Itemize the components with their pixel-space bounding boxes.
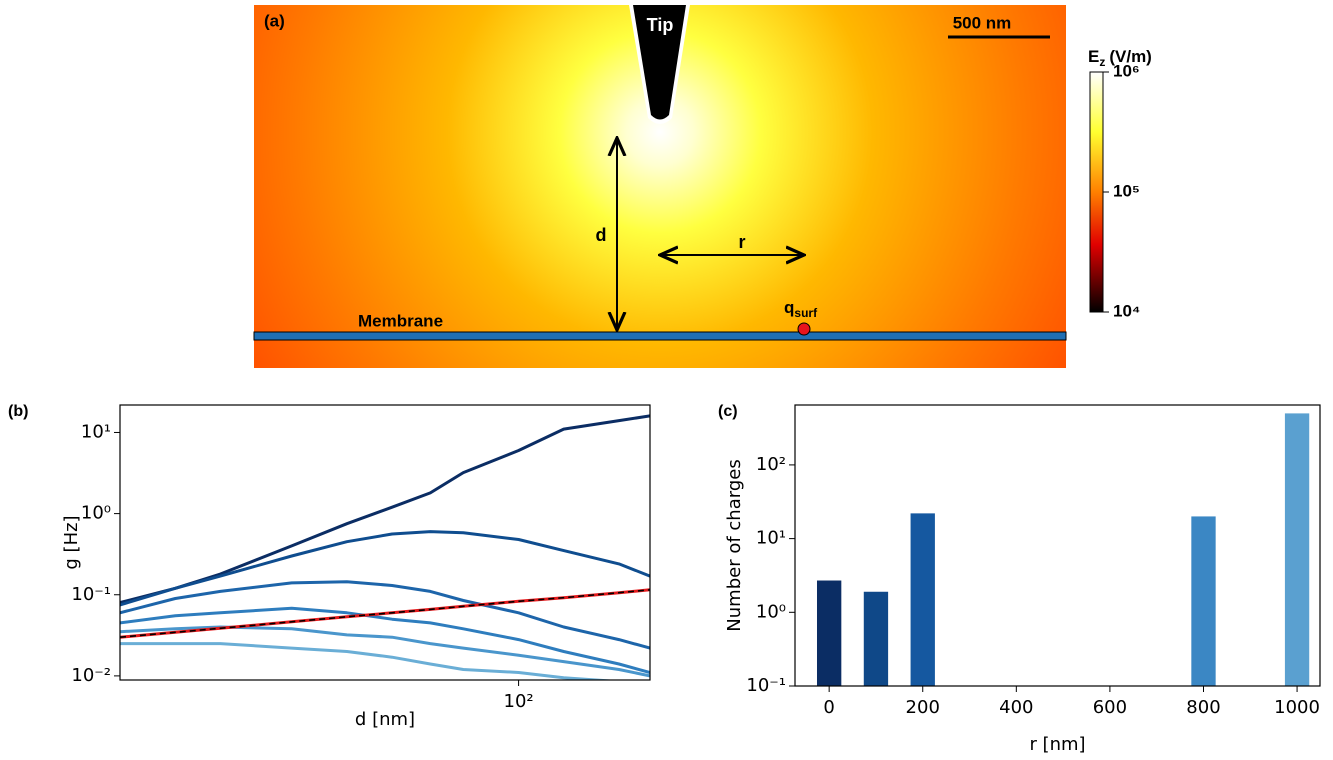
data-line — [120, 606, 650, 674]
y-axis-label: Number of charges — [724, 459, 745, 631]
bar — [816, 580, 842, 686]
x-tick-label: 600 — [1093, 697, 1127, 718]
colorbar-tick-label: 10⁶ — [1113, 61, 1140, 80]
bar — [1191, 516, 1216, 686]
charge-main: q — [784, 298, 794, 317]
tip — [633, 5, 686, 120]
axes-frame — [119, 404, 651, 681]
colorbar — [1089, 71, 1104, 313]
d-label: d — [596, 225, 607, 245]
x-tick-label: 10² — [504, 691, 534, 712]
colorbar-tick-label: 10⁴ — [1113, 301, 1140, 320]
y-tick-label: 10⁻¹ — [746, 675, 786, 696]
bar — [910, 513, 935, 686]
y-tick-label: 10⁰ — [756, 601, 786, 622]
x-axis-label: d [nm] — [355, 709, 415, 730]
panel-label: (a) — [264, 11, 285, 30]
charge-label: qsurf — [784, 298, 818, 320]
charge-sub: surf — [794, 306, 818, 320]
y-tick-label: 10⁰ — [81, 503, 111, 524]
y-tick-label: 10⁻¹ — [71, 584, 111, 605]
colorbar-title-sub: z — [1099, 55, 1105, 69]
data-line — [120, 580, 650, 650]
panel-label: (b) — [8, 403, 28, 420]
panel-label: (c) — [718, 403, 738, 420]
x-tick-label: 200 — [906, 697, 940, 718]
data-line — [120, 642, 618, 680]
data-line — [120, 589, 650, 638]
charge — [797, 322, 811, 336]
field-map: Tip (a) 500 nm d r Membrane qsurf Ez (V/m… — [253, 5, 1152, 368]
bar — [863, 591, 889, 686]
y-tick-label: 10⁻² — [71, 665, 111, 686]
y-tick-label: 10¹ — [756, 528, 786, 549]
y-axis-label: g [Hz] — [61, 515, 82, 569]
y-tick-label: 10¹ — [81, 421, 111, 442]
x-tick-label: 1000 — [1274, 697, 1320, 718]
x-tick-label: 0 — [823, 697, 834, 718]
data-line — [120, 625, 650, 678]
data-line — [120, 414, 650, 605]
membrane — [253, 331, 1067, 341]
colorbar-title-unit: (V/m) — [1109, 47, 1152, 66]
membrane-label: Membrane — [358, 311, 443, 330]
tip-label: Tip — [647, 15, 674, 35]
colorbar-title-main: E — [1088, 47, 1099, 66]
x-tick-label: 400 — [999, 697, 1033, 718]
colorbar-title: Ez (V/m) — [1088, 47, 1152, 69]
scalebar-label: 500 nm — [953, 13, 1012, 32]
plot-area — [120, 414, 650, 680]
colorbar-tick-label: 10⁵ — [1113, 181, 1140, 200]
r-label: r — [738, 232, 745, 252]
x-axis-label: r [nm] — [1029, 734, 1085, 755]
bar — [1284, 413, 1310, 686]
x-tick-label: 800 — [1186, 697, 1220, 718]
axes-frame — [794, 404, 1321, 687]
y-tick-label: 10² — [756, 454, 786, 475]
data-line — [120, 530, 650, 607]
